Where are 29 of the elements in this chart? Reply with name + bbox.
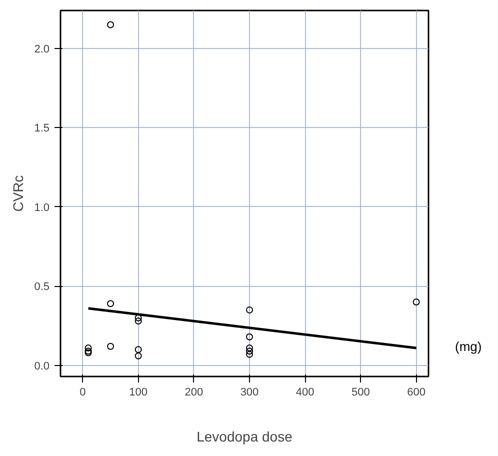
point [246,350,254,358]
y-tick-label: 1.5 [34,122,50,135]
x-tick-label: 0 [80,386,86,398]
point [107,21,114,28]
point [107,300,114,308]
point [134,318,142,325]
point [412,298,420,306]
point [134,352,142,360]
point [246,306,254,314]
y-axis-title: CVRc [10,175,26,212]
y-tick-label: 0.5 [34,281,50,294]
y-tick-label: 0.0 [34,360,50,372]
point [246,348,254,355]
text: (mg) [455,338,482,356]
x-tick-label: 200 [184,386,204,398]
point [246,344,254,352]
x-tick-label: 500 [352,386,370,398]
x-tick-label: 600 [407,386,426,398]
point [84,344,92,352]
x-tick-label: 100 [129,386,148,398]
x-tick-label: 300 [240,386,259,398]
y-tick-label: 2.0 [34,44,50,56]
x-axis-title: Levodopa dose [196,428,293,444]
point [246,333,254,340]
point [107,342,114,350]
x-tick-label: 400 [296,386,314,398]
y-tick-label: 1.0 [34,202,50,214]
point [134,314,142,322]
point [134,346,142,354]
